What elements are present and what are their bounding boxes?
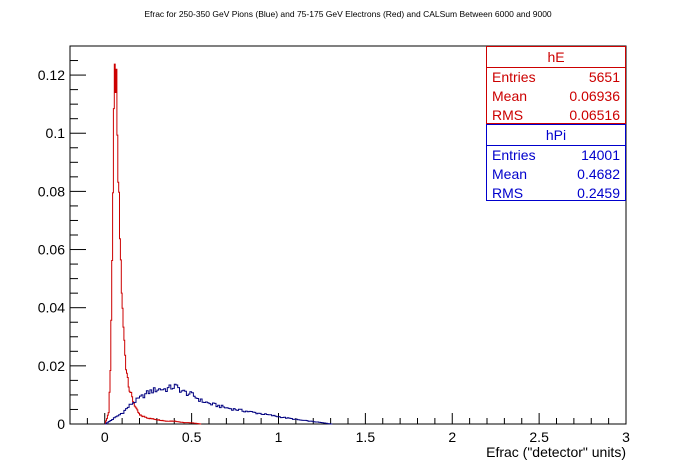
axis-ticks <box>69 45 627 425</box>
x-tick-label: 2.5 <box>529 429 549 445</box>
entries-label: Entries <box>492 69 536 85</box>
y-tick-label: 0.02 <box>38 358 65 374</box>
statbox-hPi-mean: Mean 0.4682 <box>487 165 625 184</box>
statbox-hPi-entries: Entries 14001 <box>487 146 625 165</box>
rms-label: RMS <box>492 107 524 123</box>
x-tick-label: 1.5 <box>356 429 376 445</box>
rms-value: 0.06516 <box>569 107 620 123</box>
entries-value: 14001 <box>581 147 620 163</box>
x-tick-label: 1 <box>275 429 283 445</box>
y-tick-label: 0.12 <box>38 67 65 83</box>
statbox-hPi-rms: RMS 0.2459 <box>487 184 625 203</box>
x-tick-label: 0 <box>101 429 109 445</box>
x-tick-label: 3 <box>622 429 630 445</box>
x-tick-label: 0.5 <box>182 429 202 445</box>
y-tick-label: 0.08 <box>38 183 65 199</box>
x-axis-label: Efrac ("detector" units) <box>486 444 626 460</box>
statbox-hPi-title: hPi <box>487 125 625 146</box>
mean-label: Mean <box>492 88 528 104</box>
entries-value: 5651 <box>588 69 620 85</box>
statbox-hE-rms: RMS 0.06516 <box>487 106 625 125</box>
statbox-hPi: hPi Entries 14001 Mean 0.4682 RMS 0.2459 <box>486 124 626 201</box>
statbox-hE-entries: Entries 5651 <box>487 68 625 87</box>
y-tick-label: 0.06 <box>38 242 65 258</box>
chart-title: Efrac for 250-350 GeV Pions (Blue) and 7… <box>144 9 552 19</box>
statbox-hE-mean: Mean 0.06936 <box>487 87 625 106</box>
tick-labels: 0 0.5 1 1.5 2 2.5 3 0 0.02 0.04 0.06 0.08 0.1 0.12 <box>38 67 630 445</box>
x-tick-label: 2 <box>448 429 456 445</box>
mean-value: 0.4682 <box>577 166 620 182</box>
rms-value: 0.2459 <box>577 185 620 201</box>
rms-label: RMS <box>492 185 524 201</box>
series-hPi-line <box>104 383 333 425</box>
series-layer <box>104 63 333 425</box>
mean-label: Mean <box>492 166 528 182</box>
statbox-hE-title: hE <box>487 47 625 68</box>
entries-label: Entries <box>492 147 536 163</box>
y-tick-label: 0 <box>57 416 65 432</box>
series-hE-line <box>104 63 202 425</box>
y-tick-label: 0.04 <box>38 300 65 316</box>
statbox-hE: hE Entries 5651 Mean 0.06936 RMS 0.06516 <box>486 46 626 124</box>
mean-value: 0.06936 <box>569 88 620 104</box>
y-tick-label: 0.1 <box>46 125 66 141</box>
